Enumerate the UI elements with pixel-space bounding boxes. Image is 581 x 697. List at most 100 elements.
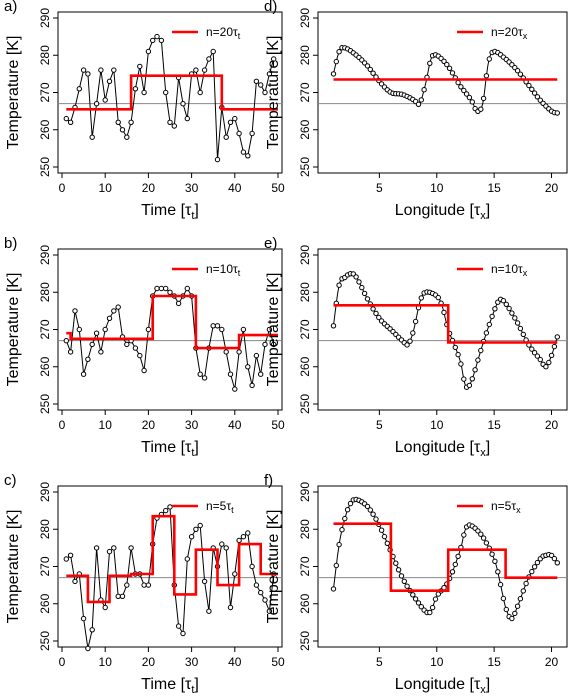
legend-label: n=5τx: [491, 499, 521, 515]
legend-label: n=10τx: [491, 262, 528, 278]
data-point: [124, 582, 130, 588]
data-point: [210, 323, 216, 329]
data-point: [262, 89, 268, 96]
data-point: [469, 376, 475, 382]
data-point: [111, 545, 117, 551]
data-point: [520, 588, 526, 594]
y-tick-label: 290: [38, 482, 52, 502]
data-point: [554, 560, 560, 566]
y-tick-label: 250: [298, 394, 312, 414]
data-point: [253, 582, 260, 588]
x-tick-label: 50: [271, 655, 285, 669]
data-point: [367, 66, 373, 73]
data-point: [449, 70, 456, 76]
data-point: [489, 551, 495, 557]
data-point: [404, 583, 410, 589]
data-point: [478, 106, 484, 112]
data-point: [72, 308, 78, 314]
data-point: [111, 67, 117, 73]
data-point: [506, 305, 512, 312]
x-tick-label: 20: [142, 181, 156, 195]
data-point: [93, 545, 100, 551]
data-point: [344, 507, 351, 513]
data-point: [534, 353, 541, 359]
plot-frame: [317, 11, 568, 174]
data-point: [154, 285, 160, 292]
data-point: [421, 87, 427, 93]
raw-series-line: [333, 498, 558, 620]
data-point: [378, 527, 385, 533]
data-point: [461, 532, 467, 538]
raw-series-line: [65, 35, 275, 160]
data-point: [85, 645, 91, 652]
data-point: [67, 349, 74, 355]
data-point: [336, 541, 342, 548]
data-point: [480, 535, 487, 541]
data-point: [271, 341, 277, 348]
data-point: [115, 593, 121, 599]
data-point: [330, 71, 337, 77]
data-point: [232, 115, 238, 122]
y-tick-label: 270: [38, 82, 52, 102]
data-point: [193, 67, 199, 73]
y-tick-label: 250: [298, 631, 312, 651]
data-point: [543, 364, 549, 370]
data-point: [245, 530, 251, 536]
data-point: [111, 308, 117, 314]
data-point: [330, 586, 337, 592]
panel-label: f): [264, 472, 273, 489]
data-point: [353, 274, 359, 280]
data-point: [106, 548, 113, 555]
data-point: [175, 300, 182, 307]
data-point: [333, 58, 339, 65]
data-point: [461, 376, 467, 382]
panel-label: d): [264, 0, 277, 15]
data-point: [531, 350, 538, 356]
data-point: [150, 37, 156, 44]
data-point: [418, 604, 424, 610]
panel-e: e) 250 260 270 280 290 5 10 15 20 Longitude [τx] Te…: [264, 235, 568, 459]
data-point: [249, 563, 255, 570]
x-tick-label: 5: [376, 181, 383, 195]
data-point: [72, 578, 78, 585]
x-tick-label: 10: [430, 655, 444, 669]
data-point: [128, 119, 134, 126]
data-point: [232, 571, 238, 577]
data-point: [119, 127, 126, 133]
y-tick-label: 250: [38, 631, 52, 651]
data-point: [266, 71, 273, 77]
x-tick-label: 5: [376, 655, 383, 669]
x-tick-label: 15: [487, 655, 501, 669]
data-point: [503, 301, 509, 307]
data-point: [201, 578, 208, 585]
panel-label: e): [264, 235, 277, 252]
average-series-line: [66, 74, 278, 111]
data-point: [158, 285, 165, 292]
data-point: [486, 56, 492, 62]
x-axis-label: Longitude [τx]: [395, 439, 490, 459]
data-point: [67, 119, 74, 126]
data-point: [441, 309, 447, 316]
data-point: [534, 94, 541, 100]
raw-series-line: [333, 273, 558, 389]
data-point: [393, 560, 399, 566]
y-axis-label: Temperature [K]: [265, 510, 282, 624]
panel-b: b) 250 260 270 280 290 0 10 20 30 40 50 Time [τt] Tem…: [4, 235, 285, 459]
data-point: [227, 604, 234, 611]
data-point: [184, 285, 191, 292]
data-point: [461, 87, 467, 94]
data-point: [497, 581, 504, 588]
x-tick-label: 20: [545, 181, 559, 195]
y-tick-label: 260: [38, 356, 52, 376]
data-point: [180, 101, 186, 107]
x-axis-label: Time [τt]: [141, 676, 199, 696]
data-point: [124, 341, 130, 348]
y-tick-label: 280: [298, 45, 312, 65]
data-point: [427, 60, 433, 66]
panel-c: c) 250 260 270 280 290 0 10 20 30 40 50 Time [τt] Tem…: [4, 472, 285, 696]
x-tick-label: 40: [228, 655, 242, 669]
data-point: [529, 346, 535, 352]
data-point: [63, 115, 70, 122]
data-point: [124, 134, 130, 140]
